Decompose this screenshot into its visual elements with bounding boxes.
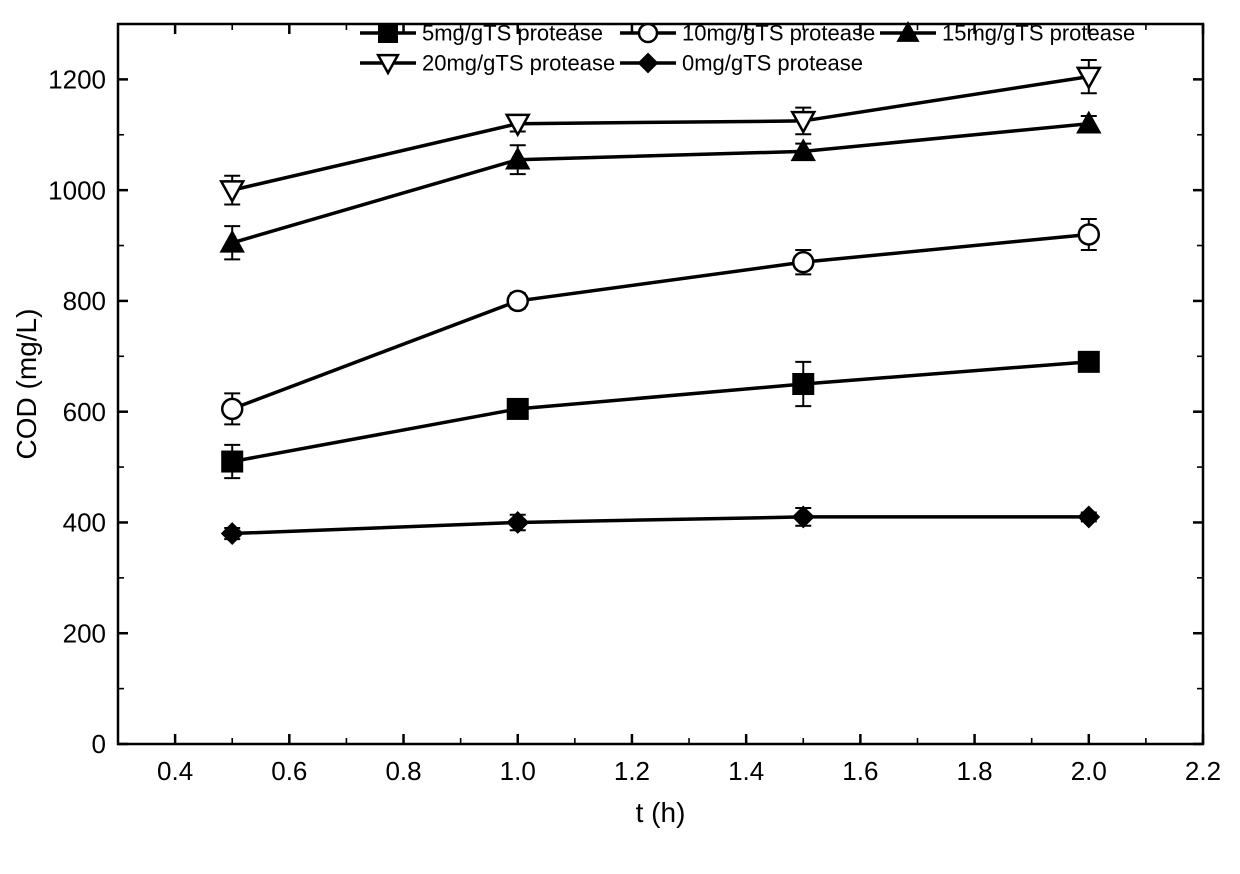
y-axis-label: COD (mg/L)	[11, 309, 42, 460]
y-tick-label: 800	[63, 286, 106, 316]
y-tick-label: 0	[92, 729, 106, 759]
x-tick-label: 1.6	[842, 756, 878, 786]
legend-label: 5mg/gTS protease	[422, 21, 603, 46]
y-tick-label: 600	[63, 397, 106, 427]
x-tick-label: 2.0	[1071, 756, 1107, 786]
x-axis-label: t (h)	[636, 797, 686, 828]
legend-label: 15mg/gTS protease	[942, 21, 1135, 46]
legend-label: 0mg/gTS protease	[682, 51, 863, 76]
x-tick-label: 0.8	[385, 756, 421, 786]
x-tick-label: 0.4	[157, 756, 193, 786]
y-tick-label: 1200	[48, 64, 106, 94]
x-tick-label: 1.4	[728, 756, 764, 786]
x-tick-label: 0.6	[271, 756, 307, 786]
x-tick-label: 1.0	[500, 756, 536, 786]
y-tick-label: 400	[63, 508, 106, 538]
x-tick-label: 1.2	[614, 756, 650, 786]
x-tick-label: 1.8	[957, 756, 993, 786]
legend-label: 10mg/gTS protease	[682, 21, 875, 46]
x-tick-label: 2.2	[1185, 756, 1221, 786]
chart-container: 0.4 0.6 0.8 1.0 1.2 1.4 1.6 1.8 2.0 2.2 0 200 400 600…	[0, 0, 1240, 874]
y-tick-label: 1000	[48, 175, 106, 205]
legend-label: 20mg/gTS protease	[422, 51, 615, 76]
line-chart: 0.4 0.6 0.8 1.0 1.2 1.4 1.6 1.8 2.0 2.2 0 200 400 600…	[0, 0, 1240, 874]
y-tick-label: 200	[63, 618, 106, 648]
